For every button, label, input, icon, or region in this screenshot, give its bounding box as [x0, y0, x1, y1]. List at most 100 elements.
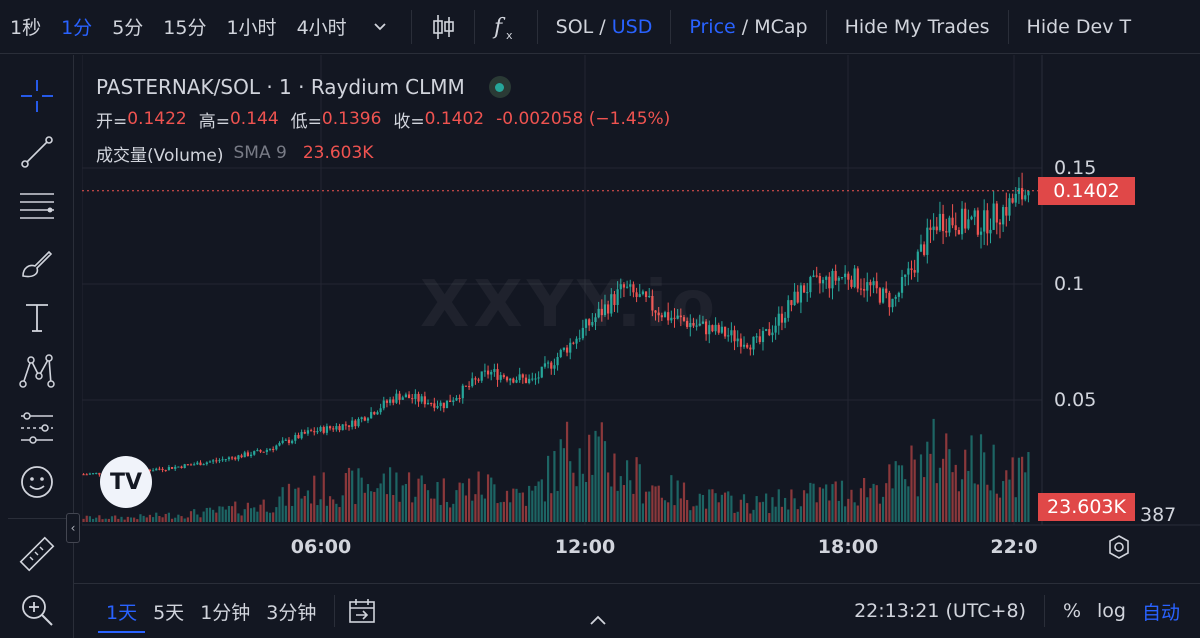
candle-body [597, 308, 600, 318]
auto-scale-toggle[interactable]: 自动 [1141, 601, 1180, 624]
mcap-label: MCap [754, 15, 808, 38]
volume-bar [629, 480, 632, 522]
volume-tag: 23.603K [1038, 493, 1135, 521]
interval-1h[interactable]: 1小时 [226, 17, 277, 39]
volume-bar [385, 494, 389, 522]
volume-bar [989, 490, 992, 522]
candle-body [338, 426, 341, 431]
volume-bar [948, 449, 951, 522]
candle-body [616, 289, 619, 306]
volume-value: 23.603K [302, 143, 374, 163]
candle-body [559, 349, 562, 358]
volume-bar [328, 496, 332, 522]
interval-5m[interactable]: 5分 [112, 17, 144, 39]
quote-active-label: USD [611, 15, 653, 38]
forecast-tool-icon[interactable] [14, 405, 60, 451]
candle-body [840, 277, 844, 279]
candle-body [916, 251, 919, 273]
volume-bar [597, 436, 600, 522]
hide-my-trades-button[interactable]: Hide My Trades [844, 15, 990, 38]
volume-bar [995, 493, 998, 522]
goto-date-icon[interactable] [345, 596, 379, 626]
zoom-in-icon[interactable] [14, 587, 60, 633]
percent-scale-toggle[interactable]: % [1062, 600, 1082, 622]
volume-bar [212, 509, 215, 522]
chart-settings-gear-icon[interactable] [1106, 534, 1132, 560]
candle-body [509, 378, 512, 381]
volume-bar [392, 495, 395, 522]
volume-bar [856, 505, 859, 522]
volume-bar [695, 505, 698, 522]
trend-line-icon[interactable] [14, 129, 60, 175]
ruler-icon[interactable] [14, 531, 60, 577]
candle-body [1008, 198, 1011, 216]
interval-dropdown-chevron-icon[interactable] [365, 12, 395, 42]
volume-bar [401, 485, 404, 522]
drawing-toolbar [0, 55, 74, 638]
candle-body [644, 291, 648, 298]
volume-bar [243, 509, 246, 522]
range-1min[interactable]: 1分钟 [200, 601, 251, 624]
price-mcap-toggle[interactable]: Price / MCap [679, 16, 817, 38]
candle-body [727, 335, 730, 337]
bottom-divider [334, 595, 336, 627]
volume-bar [553, 451, 556, 522]
volume-bar [275, 507, 278, 522]
expand-panel-chevron-icon[interactable] [588, 612, 608, 626]
brush-icon[interactable] [14, 241, 60, 287]
text-tool-icon[interactable] [14, 295, 60, 341]
volume-bar [727, 491, 730, 522]
volume-bar [537, 481, 540, 522]
volume-bar [809, 482, 812, 522]
volume-bar [253, 507, 256, 522]
volume-bar [591, 474, 594, 522]
candle-body [259, 450, 262, 452]
candle-body [502, 375, 505, 378]
volume-bar [761, 501, 765, 522]
volume-bar [894, 461, 897, 522]
candle-body [866, 282, 869, 291]
candle-body [853, 268, 856, 287]
hide-dev-trades-button[interactable]: Hide Dev T [1026, 15, 1132, 38]
candle-body [328, 426, 332, 429]
volume-bar [155, 512, 158, 522]
volume-bar [891, 488, 894, 522]
range-1d[interactable]: 1天 [98, 598, 146, 633]
fib-retracement-icon[interactable] [14, 183, 60, 229]
range-3min[interactable]: 3分钟 [266, 601, 317, 624]
interval-1m[interactable]: 1分 [61, 17, 93, 39]
candle-body [332, 428, 335, 430]
clock-timezone[interactable]: 22:13:21 (UTC+8) [854, 600, 1026, 622]
crosshair-icon[interactable] [14, 73, 60, 119]
emoji-icon[interactable] [14, 459, 60, 505]
market-status-dot-icon [488, 76, 511, 98]
toolbar-collapse-handle[interactable]: ‹ [66, 513, 80, 543]
volume-bar [458, 482, 461, 522]
price-chart[interactable] [82, 55, 1200, 583]
interval-4h[interactable]: 4小时 [296, 17, 347, 39]
volume-bar [970, 435, 973, 522]
candlestick-type-icon[interactable] [428, 12, 458, 42]
volume-bar [746, 503, 749, 522]
volume-bar [433, 498, 436, 522]
volume-bar [749, 513, 752, 522]
volume-bar [610, 486, 613, 522]
range-5d[interactable]: 5天 [153, 601, 185, 624]
pattern-tool-icon[interactable] [14, 349, 60, 395]
candle-body [164, 470, 167, 472]
interval-15m[interactable]: 15分 [163, 17, 207, 39]
candle-body [938, 213, 942, 231]
candle-body [862, 289, 866, 291]
volume-bar [215, 512, 218, 522]
volume-legend: 成交量(Volume) SMA 9 23.603K [96, 140, 682, 166]
toolbar-divider [670, 9, 672, 44]
interval-1s[interactable]: 1秒 [10, 17, 42, 39]
volume-bar [619, 476, 622, 522]
volume-bar [588, 434, 591, 522]
candle-body [957, 230, 961, 235]
volume-bar [1002, 481, 1005, 522]
quote-currency-toggle[interactable]: SOL / USD [546, 16, 663, 38]
log-scale-toggle[interactable]: log [1097, 600, 1126, 622]
volume-bar [347, 467, 351, 522]
